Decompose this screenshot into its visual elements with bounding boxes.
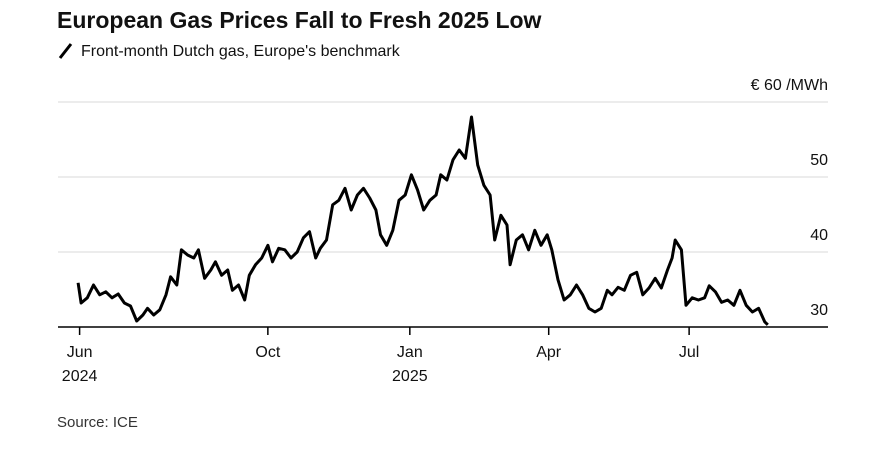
y-tick-label: 50	[810, 152, 828, 169]
legend-line-icon	[58, 43, 73, 59]
price-line	[76, 115, 769, 326]
x-tick-label: Jul	[679, 344, 699, 361]
x-tick-label: Apr	[536, 344, 562, 361]
y-tick-label: 40	[810, 227, 828, 244]
x-tick-year: 2024	[62, 368, 98, 385]
x-tick-label: Oct	[255, 344, 280, 361]
chart-title: European Gas Prices Fall to Fresh 2025 L…	[57, 7, 542, 33]
source: Source: ICE	[57, 414, 138, 431]
chart-subtitle: Front-month Dutch gas, Europe's benchmar…	[81, 43, 401, 60]
x-tick-year: 2025	[392, 368, 428, 385]
y-tick-label: 30	[810, 302, 828, 319]
x-tick-label: Jun	[67, 344, 93, 361]
x-tick-label: Jan	[397, 344, 423, 361]
y-tick-label: € 60 /MWh	[751, 77, 828, 94]
